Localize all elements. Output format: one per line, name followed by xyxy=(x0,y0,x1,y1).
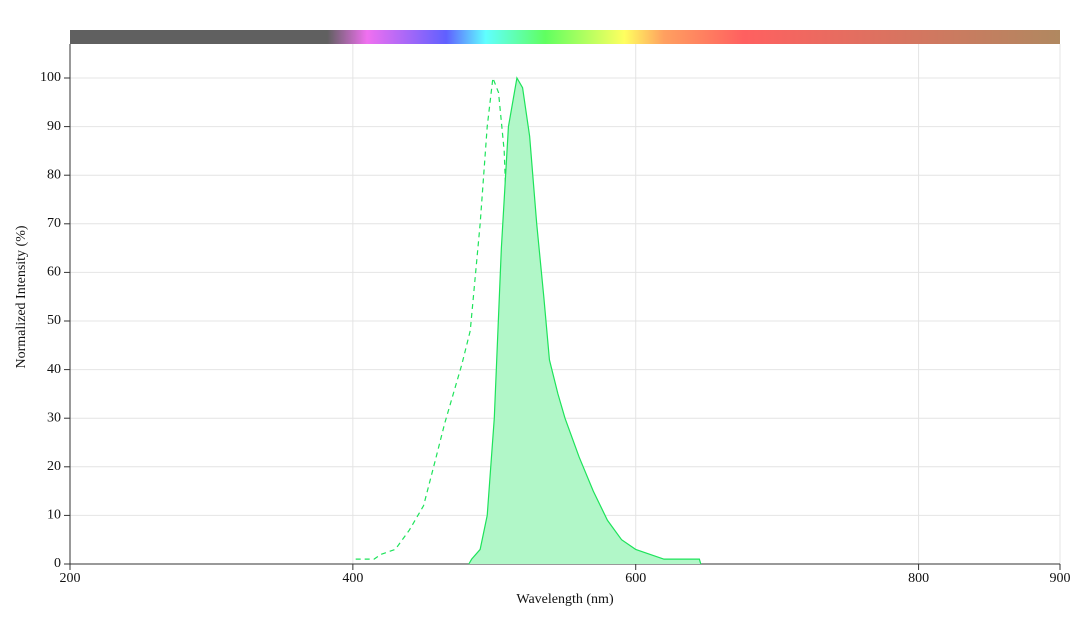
x-tick-label: 600 xyxy=(625,571,646,586)
y-tick-label: 60 xyxy=(47,265,61,280)
y-axis-label: Normalized Intensity (%) xyxy=(14,225,29,368)
x-axis-label: Wavelength (nm) xyxy=(516,592,614,607)
x-tick-label: 400 xyxy=(342,571,363,586)
x-tick-label: 900 xyxy=(1050,571,1071,586)
x-tick-label: 200 xyxy=(60,571,81,586)
y-tick-label: 0 xyxy=(54,556,61,571)
y-tick-label: 30 xyxy=(47,410,61,425)
y-tick-label: 50 xyxy=(47,313,61,328)
area xyxy=(468,78,701,564)
y-tick-label: 40 xyxy=(47,362,61,377)
y-tick-label: 70 xyxy=(47,216,61,231)
y-tick-label: 90 xyxy=(47,119,61,134)
line xyxy=(355,77,546,560)
line xyxy=(468,76,702,565)
y-tick-label: 20 xyxy=(47,459,61,474)
x-tick-label: 800 xyxy=(908,571,929,586)
y-tick-label: 10 xyxy=(47,508,61,523)
spectrum-bar xyxy=(70,30,1060,44)
y-tick-label: 80 xyxy=(47,167,61,182)
y-tick-label: 100 xyxy=(40,70,61,85)
